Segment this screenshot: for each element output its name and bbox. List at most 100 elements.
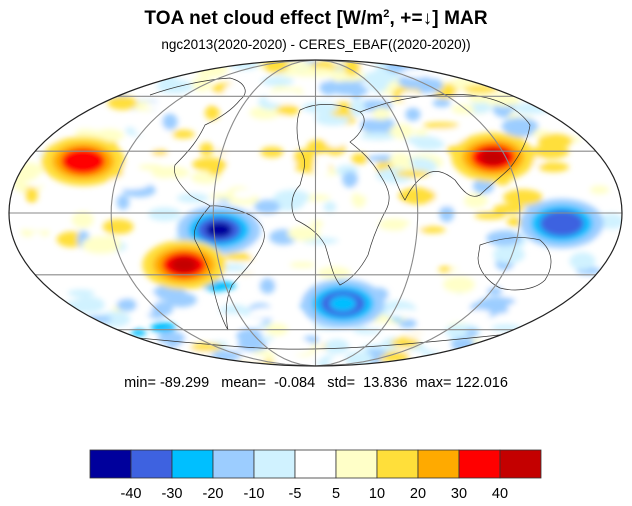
field-cell bbox=[102, 219, 134, 235]
field-cell bbox=[249, 106, 281, 120]
colorbar-box-10 bbox=[499, 449, 542, 479]
field-cell bbox=[401, 68, 431, 78]
field-cell bbox=[254, 199, 280, 215]
field-cell bbox=[409, 271, 440, 288]
field-cell bbox=[395, 170, 431, 178]
field-cell bbox=[64, 196, 81, 212]
chart-subtitle: ngc2013(2020-2020) - CERES_EBAF((2020-20… bbox=[161, 37, 471, 52]
field-cell bbox=[372, 107, 391, 121]
field-cell bbox=[116, 194, 130, 210]
field-cell bbox=[289, 261, 316, 268]
field-cell bbox=[351, 153, 368, 165]
field-cell bbox=[324, 339, 350, 355]
field-cell bbox=[451, 133, 465, 143]
field-cell bbox=[158, 177, 190, 190]
field-cell bbox=[373, 238, 386, 255]
colorbar-box-0 bbox=[89, 449, 132, 479]
title-main: TOA net cloud effect [W/m bbox=[144, 8, 384, 29]
field-cell bbox=[479, 296, 516, 306]
field-cell bbox=[421, 78, 444, 93]
field-cell bbox=[387, 309, 423, 318]
field-cell bbox=[93, 128, 124, 142]
field-cell bbox=[278, 125, 298, 133]
field-cell bbox=[233, 189, 255, 200]
field-cell bbox=[432, 98, 451, 108]
colorbar-box-6 bbox=[335, 449, 378, 479]
field-cell bbox=[9, 190, 20, 204]
field-cell bbox=[537, 133, 573, 149]
field-blobs bbox=[9, 60, 622, 366]
graticule-lon--60 bbox=[212, 60, 316, 366]
colorbar-box-4 bbox=[253, 449, 296, 479]
stat-std-value: 13.836 bbox=[363, 375, 408, 391]
field-cell bbox=[343, 60, 361, 76]
field-cell bbox=[265, 91, 305, 105]
field-cell bbox=[131, 329, 147, 337]
data-field bbox=[9, 60, 622, 366]
colorbar-box-5 bbox=[294, 449, 337, 479]
coast-asia bbox=[359, 94, 531, 201]
field-cell bbox=[67, 289, 95, 297]
field-cell bbox=[261, 76, 294, 87]
field-cell bbox=[19, 219, 59, 231]
field-cell bbox=[474, 212, 506, 220]
field-cell bbox=[422, 122, 459, 129]
field-cell bbox=[406, 136, 441, 145]
field-cell bbox=[331, 240, 356, 254]
stat-mean-label: mean= bbox=[221, 375, 266, 391]
field-cell bbox=[65, 274, 91, 284]
colorbar-box-9 bbox=[458, 449, 501, 479]
field-cell bbox=[569, 252, 596, 270]
field-cell bbox=[389, 153, 411, 167]
colorbar-box-3 bbox=[212, 449, 255, 479]
stat-mean-value: -0.084 bbox=[274, 375, 316, 391]
stat-max-value: 122.016 bbox=[455, 375, 508, 391]
field-cell bbox=[138, 164, 163, 171]
stat-max-label: max= bbox=[415, 375, 452, 391]
field-cell bbox=[378, 218, 411, 231]
field-cell bbox=[390, 337, 420, 348]
field-cell bbox=[30, 232, 43, 244]
colorbar-tick-label: 20 bbox=[410, 486, 426, 502]
stat-std-label: std= bbox=[327, 375, 356, 391]
field-cell bbox=[162, 113, 178, 131]
mollweide-map bbox=[8, 59, 623, 367]
field-cell bbox=[571, 183, 590, 193]
colorbar-tick-label: 40 bbox=[492, 486, 508, 502]
field-cell bbox=[226, 151, 246, 166]
field-cell bbox=[349, 99, 365, 117]
field-cell bbox=[360, 116, 396, 134]
field-cell bbox=[127, 115, 166, 131]
field-cell bbox=[342, 171, 358, 188]
field-cell bbox=[276, 104, 300, 116]
field-cell bbox=[414, 245, 454, 261]
field-cell bbox=[75, 122, 108, 130]
coast-africa-europe bbox=[291, 104, 390, 286]
field-cell bbox=[493, 245, 525, 264]
coast-south-america bbox=[193, 205, 265, 331]
coast-australia bbox=[477, 237, 552, 291]
coast-north-america bbox=[149, 77, 246, 207]
field-cell bbox=[298, 67, 337, 78]
graticule bbox=[9, 60, 622, 366]
field-cell bbox=[190, 343, 223, 352]
feature-amazon-negative bbox=[205, 222, 233, 238]
colorbar-box-7 bbox=[376, 449, 419, 479]
field-cell bbox=[598, 213, 622, 230]
field-cell bbox=[413, 129, 429, 136]
field-cell bbox=[386, 204, 411, 219]
field-cell bbox=[306, 139, 330, 155]
field-cell bbox=[397, 242, 411, 252]
field-cell bbox=[313, 160, 330, 177]
field-cell bbox=[25, 185, 38, 204]
colorbar-box-1 bbox=[130, 449, 173, 479]
colorbar-box-8 bbox=[417, 449, 460, 479]
field-cell bbox=[398, 319, 417, 329]
field-cell bbox=[438, 266, 451, 273]
field-cell bbox=[116, 298, 137, 312]
field-cell bbox=[249, 307, 283, 319]
graticule-lon-120 bbox=[315, 60, 521, 366]
colorbar-tick-label: -30 bbox=[162, 486, 183, 502]
field-cell bbox=[443, 276, 476, 293]
